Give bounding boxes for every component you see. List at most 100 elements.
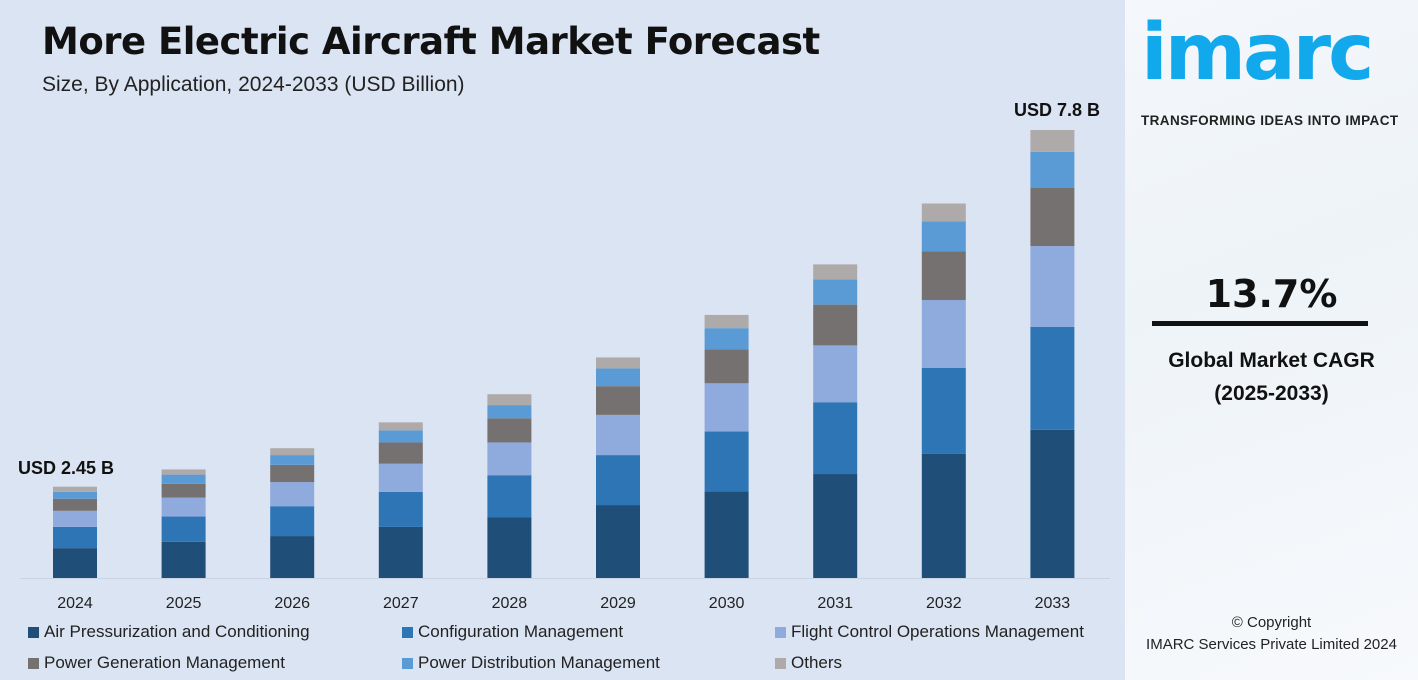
bar-segment-2024-1 — [53, 526, 97, 549]
x-tick-label: 2030 — [709, 595, 745, 612]
bar-segment-2032-5 — [921, 203, 966, 222]
legend-swatch — [28, 626, 39, 638]
stacked-bar-chart: 2024 2025 2026 2027 2028 2029 2030 2031 2032 2033… — [18, 100, 1110, 612]
copyright-line2: IMARC Services Private Limited 2024 — [1146, 636, 1397, 653]
bar-segment-2025-0 — [161, 541, 206, 578]
bar-segment-2028-2 — [487, 442, 532, 476]
bar-segment-2032-1 — [921, 367, 966, 454]
bar-segment-2027-2 — [378, 463, 423, 492]
bar-segment-2033-4 — [1030, 151, 1075, 189]
total-label-last: USD 7.8 B — [1014, 100, 1100, 120]
bar-segment-2027-1 — [378, 491, 423, 527]
bar-segment-2031-0 — [813, 474, 858, 578]
bar-segment-2028-4 — [487, 405, 532, 419]
x-tick-label: 2027 — [383, 595, 419, 612]
bar-segment-2024-3 — [53, 498, 97, 511]
chart-title: More Electric Aircraft Market Forecast — [42, 20, 820, 63]
chart-subtitle: Size, By Application, 2024-2033 (USD Bil… — [42, 73, 465, 96]
legend-swatch — [402, 626, 413, 638]
bar-segment-2027-3 — [378, 442, 423, 464]
bar-segment-2027-5 — [378, 422, 423, 431]
x-tick-label: 2031 — [817, 595, 853, 612]
bar-segment-2024-5 — [53, 486, 97, 492]
bar-segment-2025-3 — [161, 483, 206, 498]
legend-item: Power Distribution Management — [402, 653, 660, 673]
bar-segment-2030-3 — [704, 349, 749, 384]
legend-item: Others — [775, 653, 842, 673]
cagr-value: 13.7% — [1205, 272, 1338, 316]
bar-segment-2029-3 — [596, 386, 640, 415]
bar-segment-2026-1 — [270, 506, 315, 537]
cagr-label: Global Market CAGR (2025-2033) — [1125, 344, 1418, 410]
bar-segment-2030-5 — [704, 314, 749, 329]
bar-segment-2028-0 — [487, 517, 532, 578]
x-tick-label: 2024 — [57, 595, 93, 612]
bar-segment-2031-3 — [813, 304, 858, 346]
bar-segment-2028-5 — [487, 394, 532, 406]
legend-swatch — [775, 626, 786, 638]
bar-segment-2030-1 — [704, 431, 749, 492]
bar-segment-2031-1 — [813, 402, 858, 475]
legend-item: Flight Control Operations Management — [775, 622, 1084, 642]
legend-label: Flight Control Operations Management — [791, 622, 1084, 641]
bar-segment-2031-5 — [813, 264, 858, 280]
legend-item: Configuration Management — [402, 622, 623, 642]
bar-segment-2025-2 — [161, 497, 206, 517]
bar-segment-2030-4 — [704, 328, 749, 350]
legend-item: Air Pressurization and Conditioning — [28, 622, 310, 642]
total-label-first: USD 2.45 B — [18, 458, 114, 478]
bar-segment-2024-4 — [53, 491, 97, 499]
bar-segment-2026-0 — [270, 536, 315, 578]
bar-segment-2025-1 — [161, 516, 206, 542]
bar-segment-2026-5 — [270, 448, 315, 456]
bar-segment-2029-4 — [596, 368, 640, 387]
info-panel: imarc TRANSFORMING IDEAS INTO IMPACT 13.… — [1125, 0, 1418, 680]
bar-segment-2033-0 — [1030, 429, 1075, 578]
divider — [1152, 321, 1368, 326]
bar-segment-2028-1 — [487, 475, 532, 518]
bar-segment-2032-4 — [921, 221, 966, 252]
bar-segment-2031-4 — [813, 279, 858, 305]
imarc-logo: imarc — [1141, 8, 1374, 98]
bar-segment-2025-5 — [161, 469, 206, 475]
bar-segment-2025-4 — [161, 474, 206, 484]
bar-segment-2029-1 — [596, 455, 640, 506]
legend-swatch — [775, 657, 786, 669]
bar-segment-2026-3 — [270, 464, 315, 483]
bar-segment-2024-0 — [53, 548, 97, 578]
x-tick-label: 2026 — [274, 595, 310, 612]
bar-segment-2029-5 — [596, 357, 640, 369]
bar-segment-2032-3 — [921, 251, 966, 301]
legend-item: Power Generation Management — [28, 653, 285, 673]
bar-segment-2027-4 — [378, 430, 423, 443]
legend-swatch — [402, 657, 413, 669]
legend-label: Air Pressurization and Conditioning — [44, 622, 310, 641]
x-tick-label: 2033 — [1035, 595, 1071, 612]
bar-segment-2033-2 — [1030, 246, 1075, 328]
bar-segment-2030-2 — [704, 383, 749, 432]
bar-segment-2027-0 — [378, 526, 423, 578]
bar-segment-2029-2 — [596, 414, 640, 456]
bar-segment-2029-0 — [596, 505, 640, 578]
legend-label: Configuration Management — [418, 622, 624, 641]
bar-segment-2031-2 — [813, 345, 858, 403]
x-tick-label: 2029 — [600, 595, 636, 612]
tagline: TRANSFORMING IDEAS INTO IMPACT — [1141, 113, 1399, 128]
chart-panel: More Electric Aircraft Market Forecast S… — [0, 0, 1125, 680]
bar-segment-2026-2 — [270, 482, 315, 507]
legend-swatch — [28, 657, 39, 669]
legend-label: Others — [791, 653, 843, 672]
x-tick-label: 2028 — [492, 595, 528, 612]
cagr-label-line2: (2025-2033) — [1214, 382, 1329, 405]
legend-label: Power Distribution Management — [418, 653, 660, 672]
cagr-label-line1: Global Market CAGR — [1168, 349, 1375, 372]
bar-segment-2024-2 — [53, 510, 97, 527]
bar-segment-2033-3 — [1030, 188, 1075, 247]
bar-segment-2032-0 — [921, 453, 966, 578]
bar-segment-2033-1 — [1030, 327, 1075, 430]
x-tick-label: 2032 — [926, 595, 962, 612]
copyright-line1: © Copyright — [1231, 614, 1312, 631]
legend-label: Power Generation Management — [44, 653, 285, 672]
bar-segment-2030-0 — [704, 491, 749, 578]
bar-segment-2032-2 — [921, 300, 966, 368]
